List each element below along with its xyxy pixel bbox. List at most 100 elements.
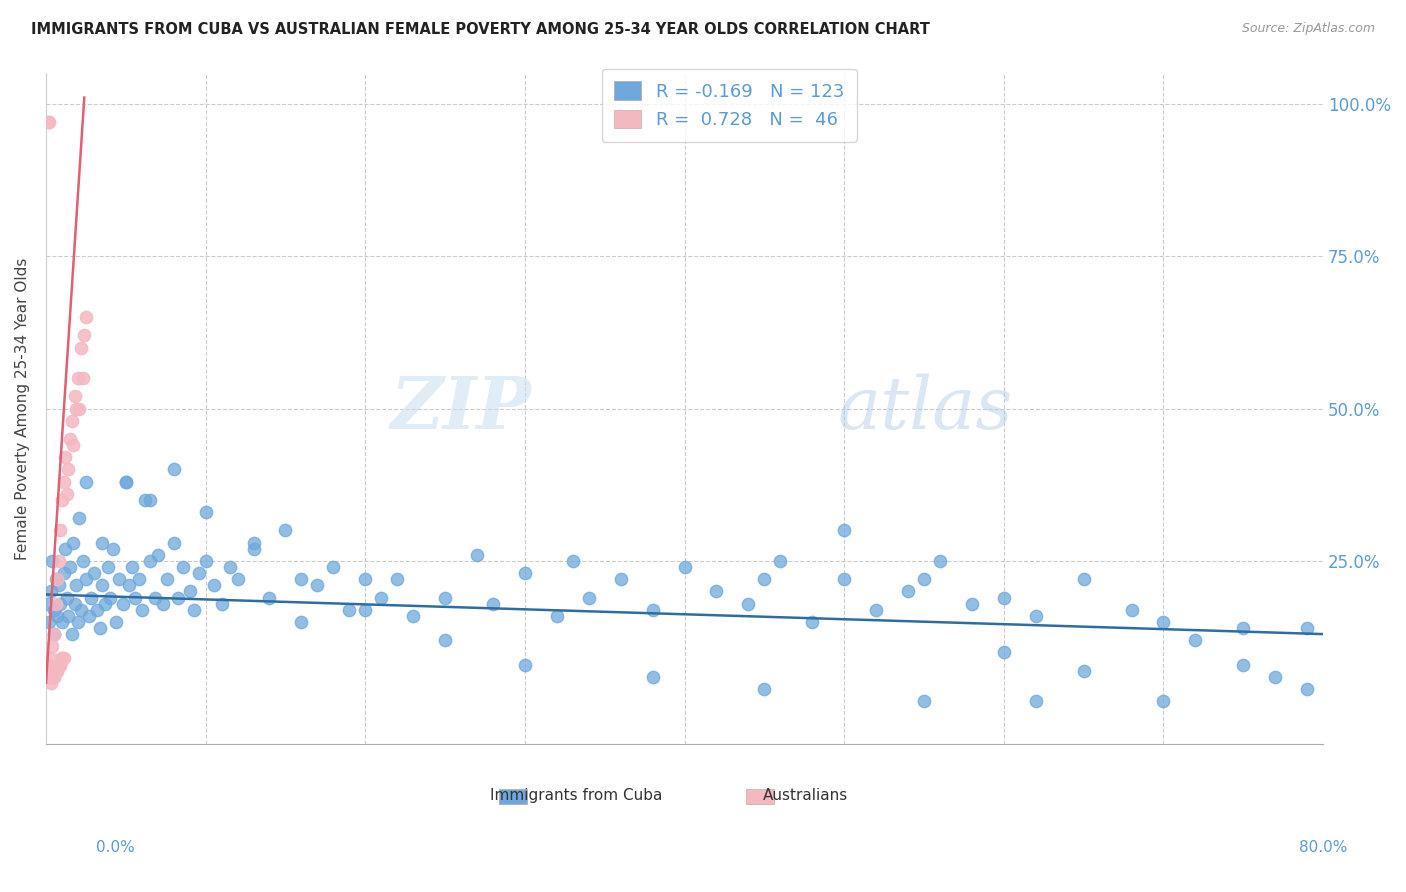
Point (69, 511, 91, 525)
Point (77, 608, 100, 623)
Point (578, 591, 600, 605)
Point (641, 603, 664, 617)
Point (242, 541, 264, 556)
Point (62, 438, 84, 452)
Point (513, 566, 536, 581)
Point (48, 578, 70, 592)
Point (97, 560, 120, 574)
Point (39, 670, 62, 684)
Point (72, 371, 94, 385)
Point (897, 584, 920, 599)
Point (38, 115, 60, 129)
Point (832, 524, 855, 538)
Point (188, 566, 211, 581)
Point (134, 493, 156, 508)
Point (370, 591, 392, 605)
Point (98, 591, 121, 605)
Point (218, 560, 240, 574)
Point (1025, 694, 1047, 708)
Point (90, 578, 112, 592)
Point (72, 554, 94, 568)
Point (58, 608, 80, 623)
Point (865, 603, 887, 617)
Point (259, 591, 281, 605)
Point (49, 657, 72, 672)
Point (83, 566, 105, 581)
Point (37, 670, 59, 684)
Point (465, 548, 488, 562)
Point (832, 572, 855, 586)
Point (111, 597, 134, 611)
Point (242, 535, 264, 549)
Point (65, 401, 87, 416)
Point (62, 535, 84, 549)
Text: Source: ZipAtlas.com: Source: ZipAtlas.com (1241, 22, 1375, 36)
Point (179, 584, 201, 599)
Point (546, 608, 568, 623)
Point (146, 548, 169, 562)
Point (53, 541, 76, 556)
Point (66, 615, 89, 629)
Point (45, 664, 67, 678)
Point (59, 432, 82, 446)
Point (73, 328, 96, 343)
Point (1025, 608, 1047, 623)
Point (385, 572, 408, 586)
Point (55, 591, 77, 605)
Point (45, 664, 67, 678)
Point (226, 572, 249, 586)
Legend: R = -0.169   N = 123, R =  0.728   N =  46: R = -0.169 N = 123, R = 0.728 N = 46 (602, 69, 856, 142)
Point (121, 560, 143, 574)
Text: 0.0%: 0.0% (96, 840, 135, 855)
Point (769, 554, 792, 568)
Point (41, 664, 63, 678)
Point (41, 554, 63, 568)
Point (307, 578, 329, 592)
Point (101, 541, 124, 556)
Point (60, 627, 83, 641)
Point (114, 475, 136, 489)
Text: Immigrants from Cuba: Immigrants from Cuba (489, 788, 662, 803)
Point (55, 487, 77, 501)
Point (51, 651, 73, 665)
Point (48, 554, 70, 568)
Point (70, 603, 93, 617)
Point (37, 597, 59, 611)
Point (48, 657, 70, 672)
Point (65, 578, 87, 592)
Point (49, 524, 72, 538)
Point (46, 664, 69, 678)
Point (211, 597, 233, 611)
Point (63, 597, 86, 611)
Point (1153, 615, 1175, 629)
Point (75, 475, 97, 489)
Text: ZIP: ZIP (391, 373, 531, 444)
Point (1184, 633, 1206, 648)
Point (39, 584, 62, 599)
Point (929, 554, 952, 568)
Point (42, 627, 65, 641)
Point (1296, 621, 1319, 635)
Point (609, 572, 631, 586)
Point (322, 560, 344, 574)
Point (63, 389, 86, 403)
Point (482, 597, 505, 611)
Point (139, 493, 162, 508)
Y-axis label: Female Poverty Among 25-34 Year Olds: Female Poverty Among 25-34 Year Olds (15, 257, 30, 559)
Point (337, 603, 360, 617)
Point (993, 645, 1015, 659)
Text: IMMIGRANTS FROM CUBA VS AUSTRALIAN FEMALE POVERTY AMONG 25-34 YEAR OLDS CORRELAT: IMMIGRANTS FROM CUBA VS AUSTRALIAN FEMAL… (31, 22, 929, 37)
Point (1073, 664, 1095, 678)
Point (993, 591, 1015, 605)
Point (48, 657, 70, 672)
Point (801, 615, 824, 629)
Point (49, 597, 72, 611)
Text: Australians: Australians (763, 788, 848, 803)
Point (46, 608, 69, 623)
Point (51, 493, 73, 508)
Point (58, 462, 80, 476)
Point (128, 572, 150, 586)
Point (163, 535, 186, 549)
Point (1264, 670, 1286, 684)
Point (706, 584, 728, 599)
